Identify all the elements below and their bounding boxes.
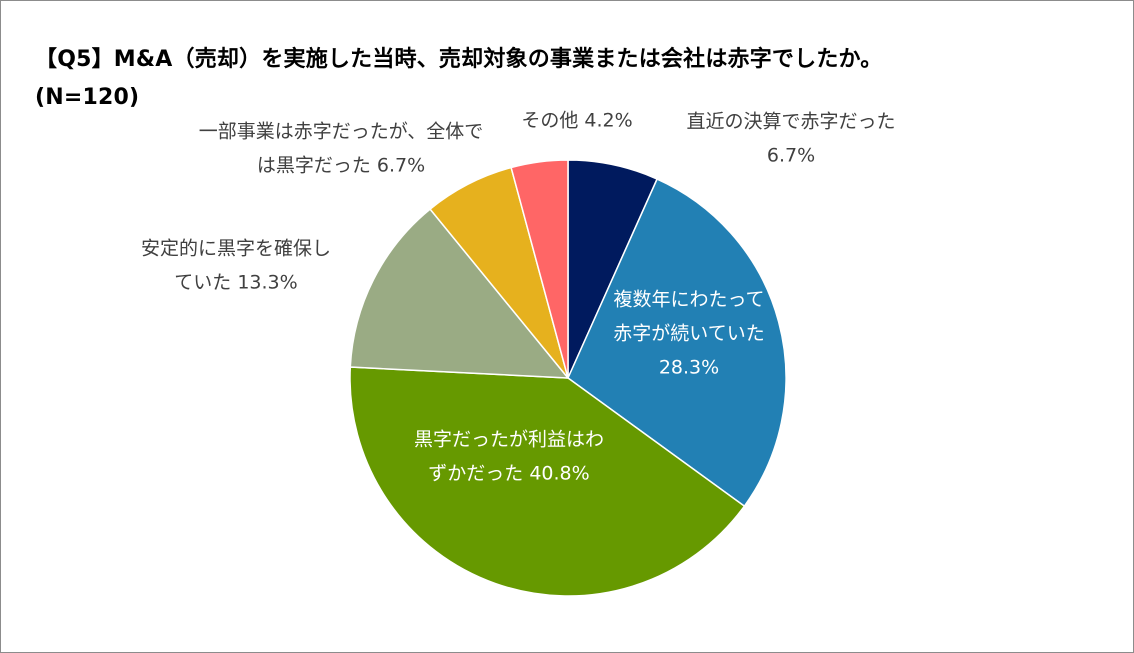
slice-label-4-line-1: は黒字だった 6.7% xyxy=(257,155,425,177)
slice-label-0-line-0: 直近の決算で赤字だった xyxy=(686,111,895,133)
slice-label-5-line-0: その他 4.2% xyxy=(521,110,632,132)
slice-label-1-line-2: 28.3% xyxy=(659,357,719,379)
slice-label-2-line-1: ずかだった 40.8% xyxy=(428,463,589,485)
pie-slice-1 xyxy=(567,178,787,508)
chart-subtitle: (N=120) xyxy=(35,85,140,110)
slice-label-1-line-1: 赤字が続いていた xyxy=(613,323,764,345)
chart-title: 【Q5】M&A（売却）を実施した当時、売却対象の事業または会社は赤字でしたか。 xyxy=(35,47,883,72)
slice-label-1-line-0: 複数年にわたって xyxy=(613,289,764,311)
slice-label-3-line-0: 安定的に黒字を確保し xyxy=(141,238,331,260)
slice-label-2-line-0: 黒字だったが利益はわ xyxy=(414,429,604,451)
pie-slice-5 xyxy=(510,159,569,379)
pie-slice-2 xyxy=(349,366,746,597)
slice-label-4-line-0: 一部事業は赤字だったが、全体で xyxy=(199,121,484,143)
slice-label-3-line-1: ていた 13.3% xyxy=(174,272,297,294)
pie-slice-3 xyxy=(349,208,570,379)
slice-label-0-line-1: 6.7% xyxy=(767,145,815,167)
